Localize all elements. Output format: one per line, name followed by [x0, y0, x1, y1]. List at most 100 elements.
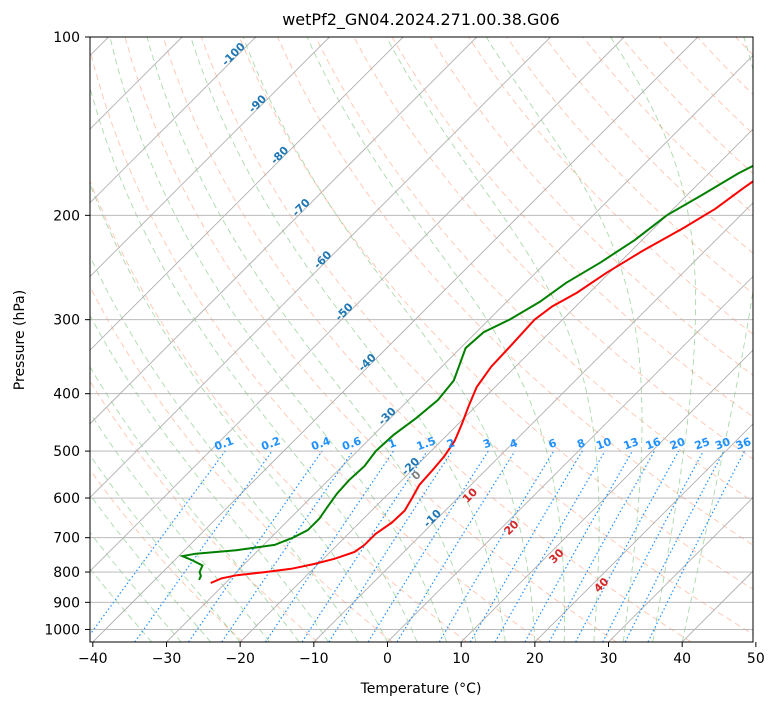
dry-adiabat [429, 37, 753, 376]
mixing-ratio-line [265, 450, 394, 642]
isotherm [534, 423, 753, 642]
mixing-ratio-line [221, 450, 354, 642]
moist-adiabat [190, 37, 506, 642]
dry-adiabat [506, 37, 753, 295]
y-tick-label: 700 [53, 531, 80, 547]
y-axis-label: Pressure (hPa) [12, 290, 28, 390]
moist-adiabat [681, 37, 753, 642]
x-tick-label: −30 [152, 651, 182, 667]
mixing-ratio-label: 0.6 [340, 434, 363, 453]
isotherm [90, 37, 257, 204]
x-tick-label: 50 [747, 651, 765, 667]
moist-adiabat [90, 494, 212, 642]
moist-adiabat [386, 37, 600, 642]
moist-adiabat [242, 37, 536, 642]
moist-adiabat [90, 454, 241, 642]
moist-adiabat [90, 531, 182, 642]
x-tick-label: 40 [673, 651, 691, 667]
background-lines [90, 37, 753, 642]
x-tick-label: 20 [526, 651, 544, 667]
y-tick-label: 400 [53, 387, 80, 403]
isotherm [608, 496, 753, 642]
moist-adiabat [90, 366, 300, 642]
moist-adiabat [90, 412, 270, 642]
isotherm [460, 349, 753, 642]
dry-adiabat [90, 380, 318, 642]
mixing-ratio-label: 10 [594, 435, 613, 453]
mixing-ratio-line [328, 450, 453, 642]
mixing-ratio-label: 8 [575, 436, 587, 451]
dry-adiabat [90, 179, 468, 642]
dry-adiabat [277, 37, 753, 546]
x-tick-label: 10 [452, 651, 470, 667]
mixing-ratio-line [90, 450, 226, 636]
mixing-ratio-line [134, 450, 273, 642]
isotherm [313, 202, 753, 642]
mixing-ratio-line [647, 450, 746, 642]
mixing-ratio-line [396, 450, 516, 642]
y-tick-label: 100 [53, 30, 80, 46]
isotherm [92, 37, 699, 642]
mixing-ratio-label: 4 [508, 436, 520, 451]
isotherm [90, 37, 625, 572]
moist-adiabat [306, 37, 565, 642]
x-tick-label: 30 [600, 651, 618, 667]
isotherm [90, 37, 404, 351]
plot-frame [89, 36, 754, 643]
dry-adiabat [391, 37, 753, 418]
dry-adiabat [90, 285, 393, 642]
dry-adiabat [90, 48, 542, 642]
mixing-ratio-label: 16 [644, 435, 663, 453]
moist-adiabat [146, 37, 477, 642]
mixing-ratio-label: 1 [386, 436, 398, 451]
isotherm [166, 54, 753, 642]
x-tick-label: −40 [78, 651, 108, 667]
mixing-ratio-label: 36 [734, 435, 753, 453]
mixing-ratio-label: 0.4 [310, 434, 333, 453]
dry-adiabat [90, 469, 244, 642]
mixing-ratio-label: 1.5 [415, 434, 438, 453]
mixing-ratio-line [301, 450, 428, 642]
mixing-ratio-label: 0.1 [213, 434, 236, 453]
mixing-ratio-label: 13 [622, 435, 641, 452]
y-tick-label: 500 [53, 444, 80, 460]
mixing-ratio-line [548, 450, 655, 642]
dry-adiabat [353, 37, 753, 460]
axis-ticks: −40 −30 −20 −10 0 10 20 30 40 5010020030040050060… [44, 30, 764, 667]
mixing-ratio-label: 30 [713, 435, 732, 453]
y-tick-label: 800 [53, 565, 80, 581]
dewpoint-profile [178, 164, 753, 581]
mixing-ratio-label: 20 [668, 435, 687, 453]
y-tick-label: 600 [53, 491, 80, 507]
y-tick-label: 1000 [44, 622, 80, 638]
chart-title: wetPf2_GN04.2024.271.00.38.G06 [282, 10, 560, 30]
dry-adiabat [468, 37, 753, 335]
isotherm [90, 37, 330, 278]
temperature-profile [210, 180, 753, 584]
moist-adiabat [610, 37, 697, 642]
y-tick-label: 900 [53, 595, 80, 611]
x-tick-label: 0 [383, 651, 392, 667]
mixing-ratio-line [524, 450, 633, 642]
x-axis-label: Temperature (°C) [360, 681, 482, 697]
x-tick-label: −20 [225, 651, 255, 667]
y-tick-label: 200 [53, 208, 80, 224]
dry-adiabat [315, 37, 753, 503]
y-tick-label: 300 [53, 313, 80, 329]
isotherm [239, 128, 753, 642]
mixing-ratio-label: 6 [547, 436, 559, 451]
moist-adiabat [90, 314, 329, 642]
moist-adiabat [485, 37, 643, 642]
dry-adiabat [238, 37, 753, 590]
moist-adiabat [90, 182, 388, 642]
mixing-ratio-label: 25 [693, 435, 712, 452]
isotherm [90, 37, 478, 425]
mixing-ratio-label: 2 [445, 436, 457, 451]
mixing-ratio-line [367, 450, 489, 642]
isotherm [387, 275, 753, 642]
moist-adiabat [109, 37, 447, 642]
dry-adiabat [162, 37, 692, 642]
profiles [178, 164, 753, 584]
